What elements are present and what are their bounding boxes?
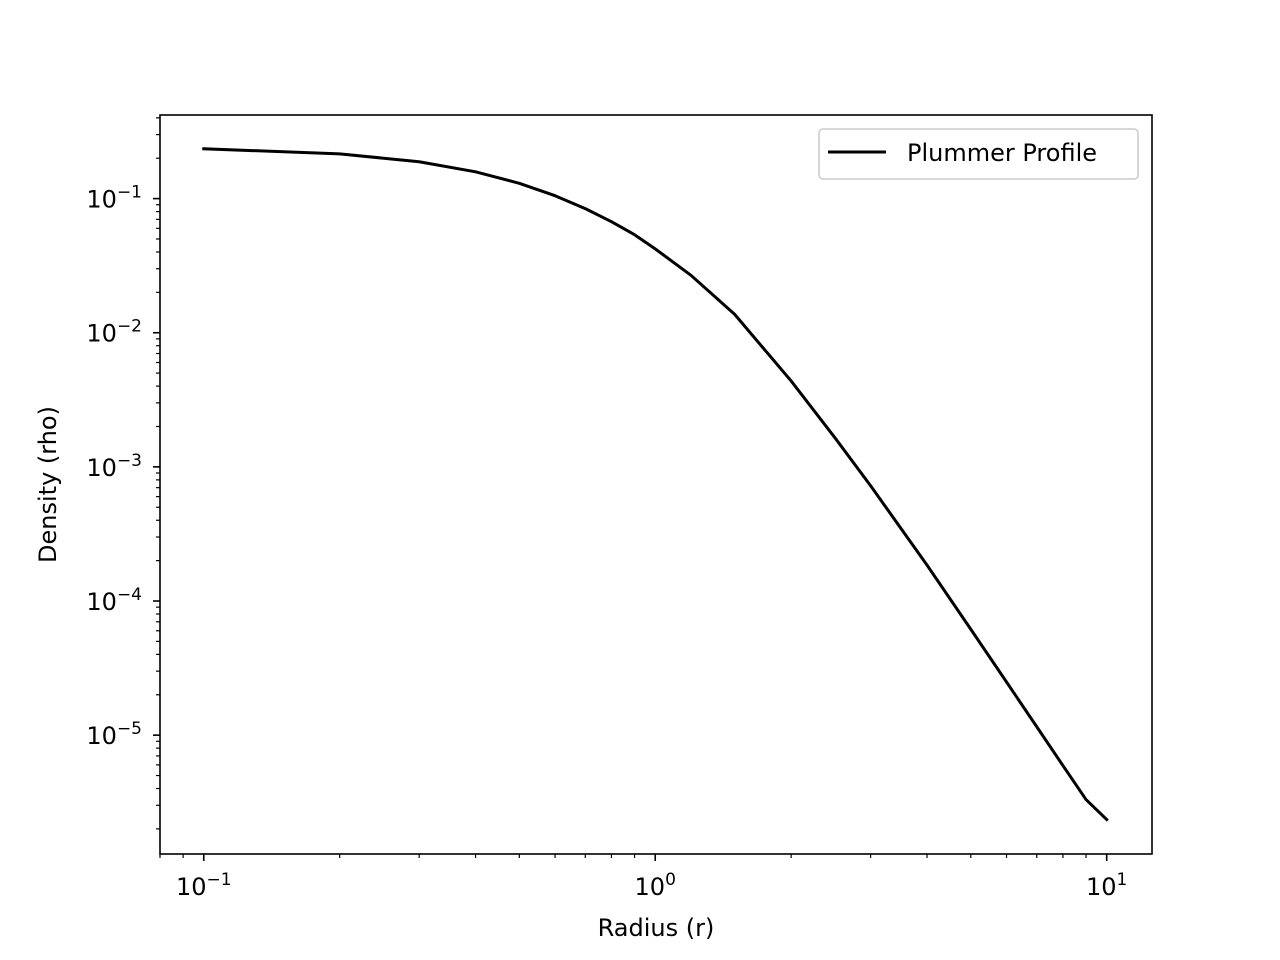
legend-box [818,128,1139,180]
legend-label: Plummer Profile [907,139,1097,167]
legend: Plummer Profile [818,128,1139,180]
y-tick-label: 10−4 [86,585,142,616]
x-axis-label: Radius (r) [598,914,715,942]
y-tick-label: 10−1 [86,183,142,214]
plot-area [202,147,1109,822]
series-line-0 [202,147,1109,822]
x-tick-label: 101 [1086,870,1127,901]
y-axis-label: Density (rho) [34,406,62,563]
y-tick-label: 10−5 [86,719,142,750]
y-tick-label: 10−2 [86,317,142,348]
y-tick-label: 10−3 [86,451,142,482]
x-tick-label: 10−1 [176,870,232,901]
tick-layer: 10−1 100 101 10−5 10−4 10−3 10−2 10−1 [86,117,1127,901]
x-tick-label: 100 [635,870,676,901]
